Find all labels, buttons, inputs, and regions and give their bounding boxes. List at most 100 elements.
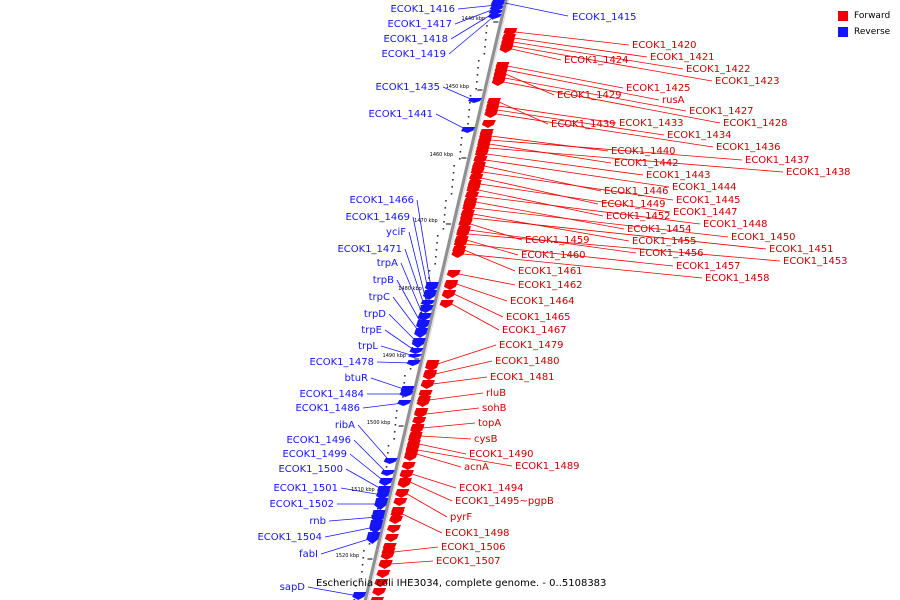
reverse-leader-line xyxy=(400,262,425,318)
forward-leader-line xyxy=(422,422,476,429)
reverse-gene-block xyxy=(419,305,434,313)
track-dot xyxy=(419,312,422,314)
reverse-gene-label: yciF xyxy=(386,227,406,238)
track-dot xyxy=(428,270,431,272)
reverse-leader-line xyxy=(353,439,388,474)
forward-gene-block xyxy=(420,381,435,389)
forward-gene-label: ECOK1_1456 xyxy=(639,248,704,259)
track-dot xyxy=(368,543,371,545)
forward-gene-label: ECOK1_1442 xyxy=(614,158,679,169)
forward-leader-line xyxy=(474,207,729,238)
forward-leader-line xyxy=(475,201,625,230)
forward-gene-label: ECOK1_1440 xyxy=(611,146,676,157)
track-dot xyxy=(468,109,471,111)
reverse-gene-label: ECOK1_1466 xyxy=(349,195,414,206)
kbp-tick-label: 1480 kbp xyxy=(398,286,422,292)
forward-leader-line xyxy=(456,283,508,302)
forward-gene-block xyxy=(475,147,490,155)
forward-leader-line xyxy=(478,189,604,217)
forward-gene-label: ECOK1_1481 xyxy=(490,372,555,383)
forward-leader-line xyxy=(435,360,493,375)
track-dot xyxy=(443,221,445,223)
forward-gene-label: ECOK1_1436 xyxy=(716,142,781,153)
forward-gene-label: ECOK1_1467 xyxy=(502,325,567,336)
kbp-tick-label: 1440 kbp xyxy=(462,16,486,22)
track-dot xyxy=(361,571,363,573)
forward-leader-line xyxy=(470,223,523,241)
kbp-tick-label: 1450 kbp xyxy=(446,84,470,90)
forward-gene-block xyxy=(454,237,469,245)
forward-gene-label: ECOK1_1494 xyxy=(459,483,524,494)
reverse-gene-block xyxy=(374,498,389,510)
forward-leader-line xyxy=(429,392,484,401)
reverse-leader-line xyxy=(404,248,426,310)
track-dot xyxy=(477,60,480,62)
forward-leader-line xyxy=(498,105,617,124)
reverse-gene-label: ECOK1_1416 xyxy=(390,4,455,15)
forward-gene-label: ECOK1_1444 xyxy=(672,182,737,193)
reverse-gene-label: trpD xyxy=(364,309,386,320)
reverse-gene-label: ECOK1_1415 xyxy=(572,12,637,23)
forward-gene-block xyxy=(393,498,408,506)
track-dot xyxy=(393,431,396,433)
reverse-gene-block xyxy=(415,320,430,330)
reverse-leader-line xyxy=(324,526,376,538)
forward-gene-block xyxy=(467,183,482,191)
kbp-tick-label: 1460 kbp xyxy=(430,152,454,158)
forward-gene-block xyxy=(477,138,492,146)
forward-gene-label: ECOK1_1423 xyxy=(715,76,780,87)
track-dot xyxy=(403,382,406,384)
reverse-gene-block xyxy=(487,14,502,19)
forward-gene-label: ECOK1_1447 xyxy=(673,207,738,218)
reverse-gene-label: ribA xyxy=(335,420,355,431)
forward-leader-line xyxy=(416,453,462,468)
forward-leader-line xyxy=(513,37,648,58)
track-dot xyxy=(402,396,404,398)
forward-gene-block xyxy=(399,471,414,479)
kbp-tick-label: 1500 kbp xyxy=(367,420,391,426)
forward-gene-label: ECOK1_1449 xyxy=(601,199,666,210)
forward-leader-line xyxy=(511,48,562,61)
forward-leader-line xyxy=(488,147,784,173)
track-dot xyxy=(445,200,447,202)
track-dot xyxy=(460,137,463,139)
forward-leader-line xyxy=(390,560,434,565)
forward-leader-line xyxy=(506,69,660,101)
forward-leader-line xyxy=(437,344,497,365)
forward-leader-line xyxy=(479,183,671,213)
forward-gene-block xyxy=(441,291,456,299)
legend: Forward Reverse xyxy=(838,8,890,40)
reverse-gene-block xyxy=(424,282,439,292)
forward-gene-block xyxy=(414,408,429,416)
reverse-leader-line xyxy=(408,231,428,304)
forward-leader-line xyxy=(485,159,670,188)
genome-backbone xyxy=(363,0,508,600)
track-dot xyxy=(385,466,388,468)
forward-gene-block xyxy=(397,480,412,488)
reverse-leader-line xyxy=(370,377,407,391)
forward-gene-label: ECOK1_1429 xyxy=(557,90,622,101)
reverse-gene-label: ECOK1_1500 xyxy=(278,464,343,475)
reverse-leader-line xyxy=(504,2,569,17)
forward-gene-label: rusA xyxy=(662,95,685,106)
forward-leader-line xyxy=(393,546,439,553)
forward-gene-block xyxy=(376,570,391,578)
reverse-gene-label: trpB xyxy=(373,275,394,286)
forward-gene-label: ECOK1_1506 xyxy=(441,542,506,553)
forward-gene-block xyxy=(403,453,418,461)
forward-gene-label: ECOK1_1443 xyxy=(646,170,711,181)
forward-gene-label: ECOK1_1420 xyxy=(632,40,697,51)
forward-gene-label: ECOK1_1457 xyxy=(676,261,741,272)
forward-gene-block xyxy=(499,45,514,53)
forward-gene-label: ECOK1_1507 xyxy=(436,556,501,567)
track-dot xyxy=(453,165,455,167)
kbp-tick-label: 1490 kbp xyxy=(383,353,407,359)
forward-leader-line xyxy=(451,303,500,331)
reverse-gene-label: ECOK1_1419 xyxy=(381,49,446,60)
forward-gene-label: ECOK1_1489 xyxy=(515,461,580,472)
forward-gene-block xyxy=(382,543,397,551)
track-dot xyxy=(451,186,454,188)
forward-gene-block xyxy=(479,129,494,137)
forward-gene-label: ECOK1_1437 xyxy=(745,155,810,166)
forward-leader-line xyxy=(512,45,713,82)
